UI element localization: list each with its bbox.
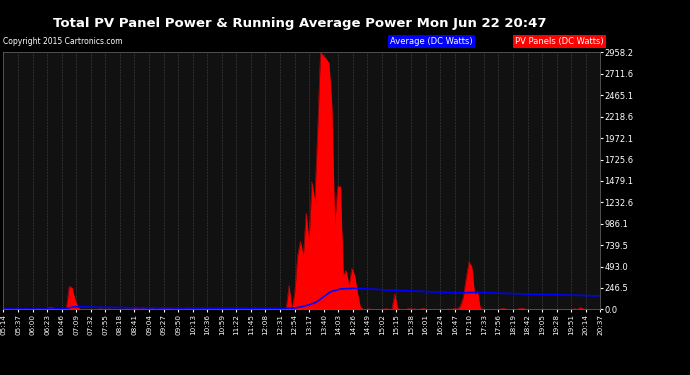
Text: Copyright 2015 Cartronics.com: Copyright 2015 Cartronics.com [3, 38, 123, 46]
Text: Average (DC Watts): Average (DC Watts) [390, 37, 473, 46]
Text: PV Panels (DC Watts): PV Panels (DC Watts) [515, 37, 604, 46]
Text: Total PV Panel Power & Running Average Power Mon Jun 22 20:47: Total PV Panel Power & Running Average P… [53, 17, 547, 30]
